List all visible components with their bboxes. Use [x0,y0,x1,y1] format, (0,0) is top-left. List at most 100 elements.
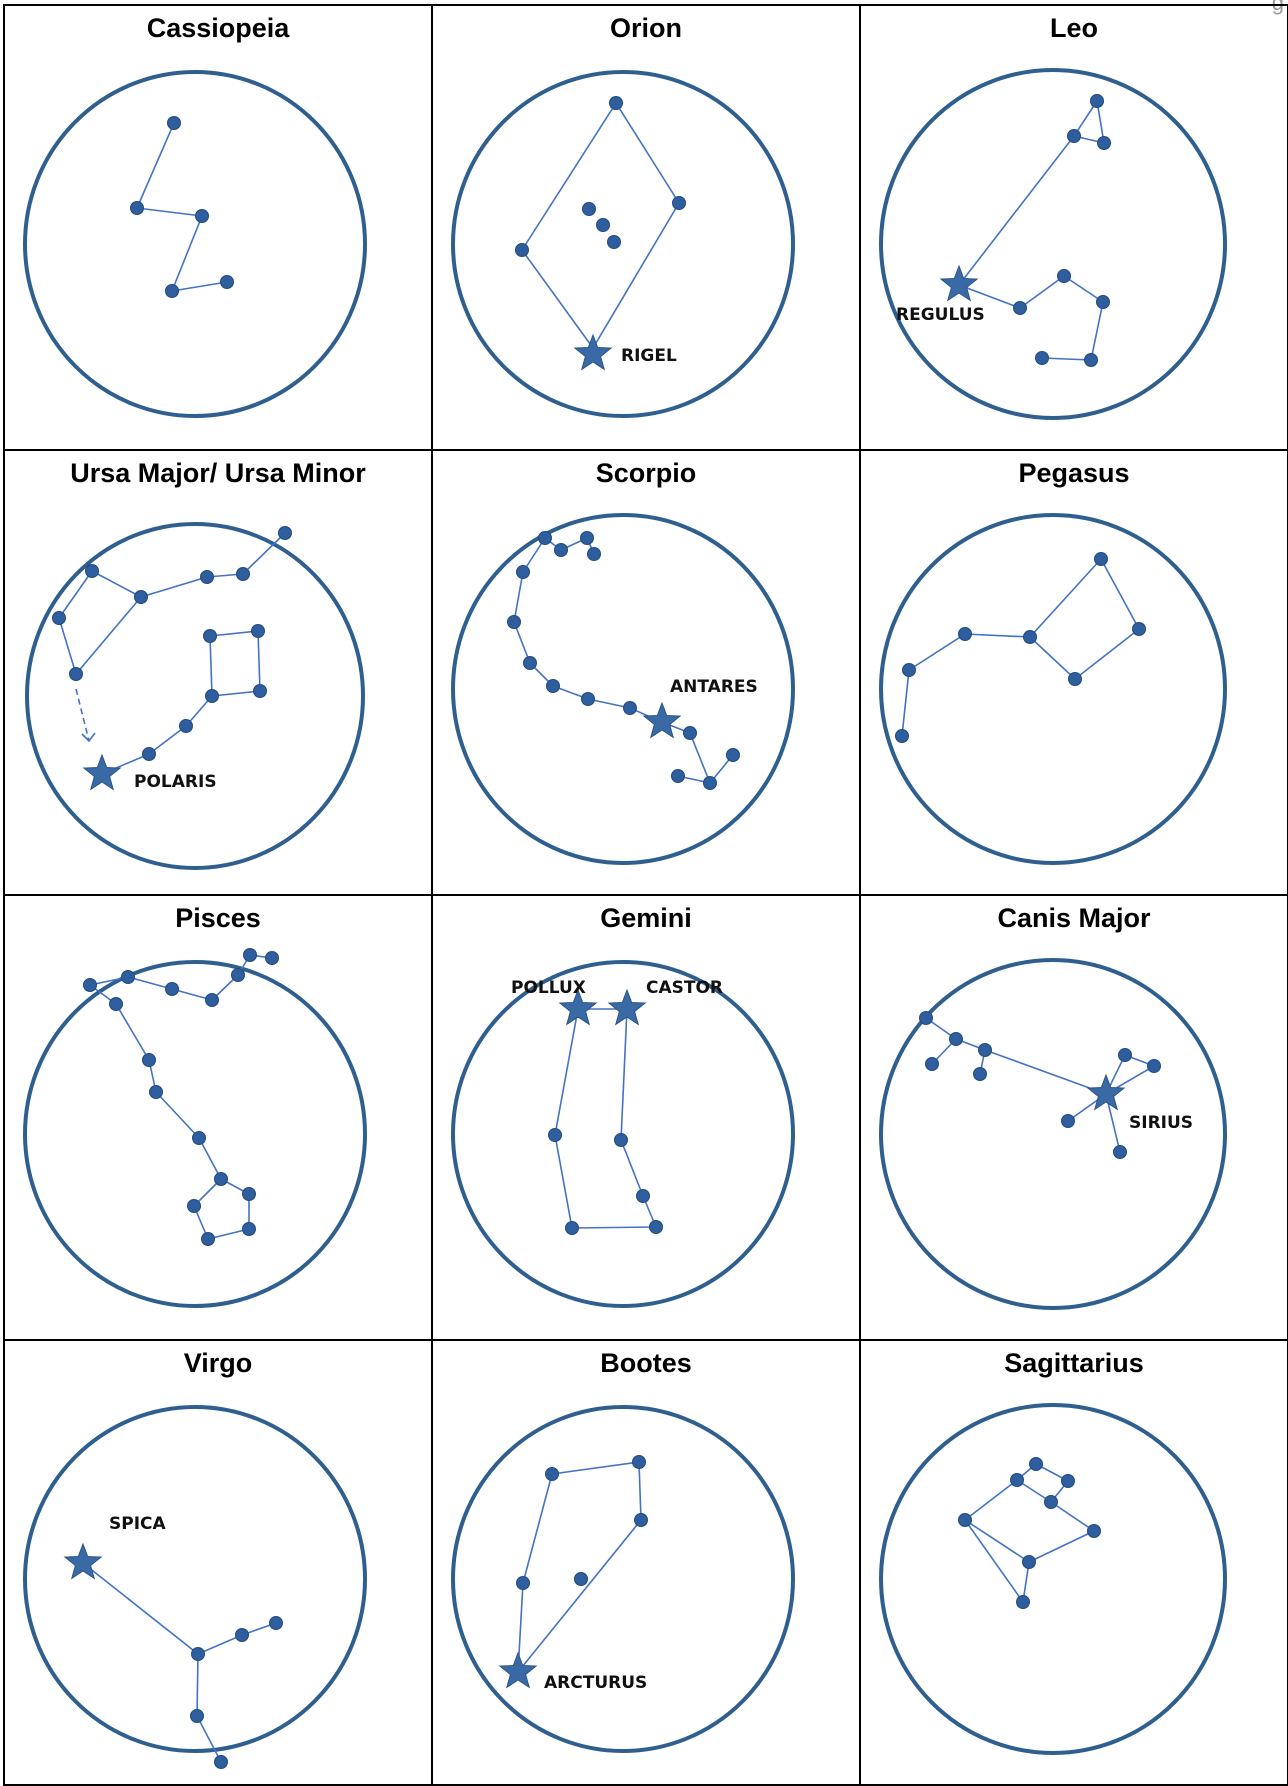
star-dot [614,1133,628,1147]
star-dot [236,567,250,581]
cell-cassiopeia: Cassiopeia [3,4,433,451]
constellation-drawing: RIGEL [451,70,795,418]
constellation-line [155,1091,200,1139]
star-dot [548,1128,562,1142]
constellation-line [521,102,617,251]
star-dot [214,1172,228,1186]
star-name-label: POLLUX [511,978,586,998]
star-dot [538,531,552,545]
bright-star-icon [498,1651,538,1689]
star-name-label: RIGEL [621,346,677,366]
constellation-drawing [879,513,1227,865]
constellation-line [1019,275,1065,309]
constellation-line [517,1519,642,1673]
star-dot [672,196,686,210]
title-leo: Leo [1049,13,1098,43]
star-dot [587,547,601,561]
bright-star-icon [573,333,613,371]
star-name-label: SIRIUS [1129,1113,1193,1133]
constellation-line [554,1134,573,1229]
sky-circle [23,70,367,418]
star-dot [607,235,621,249]
title-gemini: Gemini [600,903,692,933]
star-dot [895,729,909,743]
constellation-line [638,1461,642,1521]
sky-circle [879,68,1227,420]
star-dot [580,531,594,545]
star-dot [109,997,123,1011]
constellation-line [198,1137,222,1180]
constellation-line [171,215,203,292]
constellation-line [1063,275,1104,303]
sky-circle [879,958,1227,1310]
title-bootes: Bootes [600,1348,692,1378]
title-virgo: Virgo [183,1348,253,1378]
title-orion: Orion [610,13,682,43]
star-dot [596,218,610,232]
constellation-drawing: SPICA [23,1405,367,1769]
star-dot [243,948,257,962]
star-dot [85,564,99,578]
constellation-line [984,1049,1107,1095]
star-dot [167,116,181,130]
title-scorpio: Scorpio [595,458,697,488]
star-name-label: REGULUS [896,305,985,325]
star-dot [949,1032,963,1046]
star-dot [242,1222,256,1236]
star-dot [1067,129,1081,143]
star-dot [1094,552,1108,566]
star-dot [1044,1495,1058,1509]
star-dot [1147,1059,1161,1073]
constellation-line [1100,558,1140,630]
cell-orion: RIGEL Orion [431,4,861,451]
bright-star-icon [1086,1073,1126,1111]
star-dot [507,615,521,629]
constellation-drawing: POLARIS [25,522,365,870]
bright-star-icon [558,988,598,1026]
constellation-line [1050,1501,1095,1532]
star-dot [609,96,623,110]
cell-pegasus: Pegasus [859,449,1288,896]
title-pisces: Pisces [175,903,261,933]
constellation-drawing: POLLUX CASTOR [451,960,795,1308]
star-dot [1132,622,1146,636]
star-name-label: ANTARES [670,677,758,697]
star-dot [1010,1473,1024,1487]
star-dot [201,1232,215,1246]
constellation-line [197,1634,243,1655]
constellation-line [127,976,173,990]
star-dot [1013,301,1027,315]
constellation-line [620,1139,644,1197]
star-dot [978,1043,992,1057]
sky-circle [451,960,795,1308]
star-dot [165,982,179,996]
star-dot [1087,1524,1101,1538]
constellation-line [689,732,711,784]
star-name-label: CASTOR [646,978,723,998]
sky-circle [451,1405,795,1753]
constellation-line [571,1226,657,1229]
star-dot [554,543,568,557]
sky-circle [879,1403,1227,1755]
star-dot [1113,1145,1127,1159]
constellation-line [513,571,524,623]
star-dot [726,748,740,762]
cell-ursa: POLARIS Ursa Major/ Ursa Minor [3,449,433,896]
constellation-line [908,633,966,671]
star-dot [1068,672,1082,686]
constellation-line [513,621,531,664]
star-dot [205,689,219,703]
constellation-drawing: ANTARES [451,513,795,865]
star-dot [1084,353,1098,367]
constellation-line [1074,628,1140,680]
star-dot [1016,1595,1030,1609]
star-dot [565,1221,579,1235]
constellation-line [211,690,261,697]
constellation-drawing [879,1403,1227,1755]
star-name-label: POLARIS [134,772,217,792]
star-dot [253,684,267,698]
star-dot [1023,630,1037,644]
star-dot [269,1616,283,1630]
constellation-line [901,669,910,737]
